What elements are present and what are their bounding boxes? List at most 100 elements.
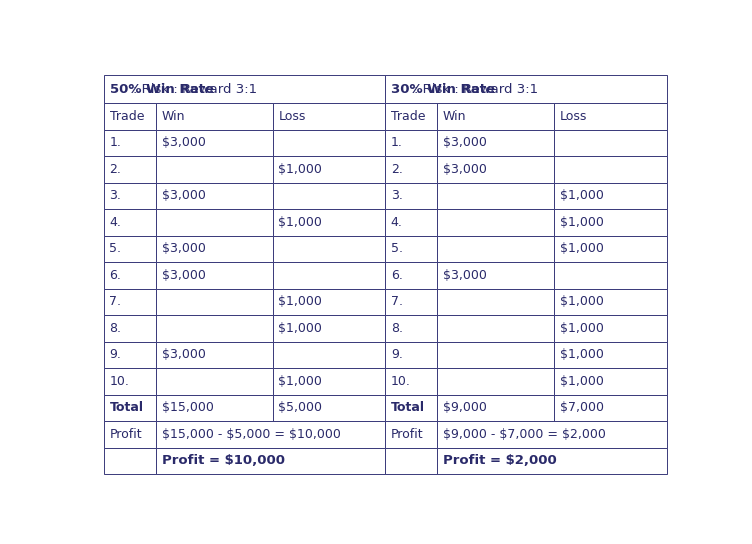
Bar	[438, 103, 554, 129]
Bar	[273, 289, 386, 315]
Text: $9,000 - $7,000 = $2,000: $9,000 - $7,000 = $2,000	[443, 428, 606, 441]
Bar	[104, 394, 156, 421]
Bar	[554, 156, 667, 183]
Text: Profit: Profit	[110, 428, 142, 441]
Bar	[554, 315, 667, 342]
Bar	[273, 394, 386, 421]
Bar	[554, 394, 667, 421]
Text: $7,000: $7,000	[559, 401, 604, 415]
Bar	[104, 448, 156, 474]
Text: 9.: 9.	[110, 348, 121, 361]
Text: $1,000: $1,000	[278, 375, 322, 388]
Bar	[554, 368, 667, 394]
Text: 4.: 4.	[391, 216, 403, 229]
Text: : Risk : Reward 3:1: : Risk : Reward 3:1	[414, 83, 538, 96]
Bar	[438, 448, 667, 474]
Text: 10.: 10.	[110, 375, 129, 388]
Bar	[156, 368, 273, 394]
Bar	[104, 103, 156, 129]
Bar	[273, 315, 386, 342]
Bar	[156, 103, 273, 129]
Text: $3,000: $3,000	[162, 348, 205, 361]
Bar	[386, 421, 438, 448]
Text: $3,000: $3,000	[162, 243, 205, 256]
Bar	[438, 289, 554, 315]
Bar	[104, 368, 156, 394]
Bar	[104, 289, 156, 315]
Bar	[273, 342, 386, 368]
Bar	[273, 209, 386, 236]
Text: 4.: 4.	[110, 216, 121, 229]
Bar	[156, 342, 273, 368]
Bar	[104, 236, 156, 262]
Text: 2.: 2.	[391, 163, 403, 176]
Bar	[386, 368, 438, 394]
Bar	[104, 342, 156, 368]
Text: Profit: Profit	[391, 428, 423, 441]
Bar	[273, 103, 386, 129]
Text: $1,000: $1,000	[559, 243, 604, 256]
Text: $1,000: $1,000	[559, 216, 604, 229]
Bar	[386, 448, 438, 474]
Text: 5.: 5.	[391, 243, 403, 256]
Text: $3,000: $3,000	[162, 189, 205, 202]
Bar	[554, 103, 667, 129]
Bar	[386, 209, 438, 236]
Text: 1.: 1.	[110, 137, 121, 150]
Bar	[156, 262, 273, 289]
Bar	[104, 75, 386, 103]
Bar	[386, 183, 438, 209]
Text: $1,000: $1,000	[278, 216, 322, 229]
Bar	[438, 315, 554, 342]
Bar	[273, 368, 386, 394]
Bar	[386, 315, 438, 342]
Text: $1,000: $1,000	[559, 189, 604, 202]
Bar	[438, 209, 554, 236]
Bar	[156, 394, 273, 421]
Bar	[554, 129, 667, 156]
Bar	[386, 129, 438, 156]
Bar	[156, 236, 273, 262]
Text: : Risk : Reward 3:1: : Risk : Reward 3:1	[132, 83, 256, 96]
Text: Trade: Trade	[110, 110, 144, 123]
Text: 2.: 2.	[110, 163, 121, 176]
Bar	[386, 262, 438, 289]
Text: $15,000: $15,000	[162, 401, 214, 415]
Bar	[386, 103, 438, 129]
Text: Total: Total	[110, 401, 144, 415]
Bar	[438, 156, 554, 183]
Text: $1,000: $1,000	[559, 348, 604, 361]
Bar	[438, 342, 554, 368]
Text: 8.: 8.	[391, 322, 403, 335]
Bar	[554, 342, 667, 368]
Bar	[554, 209, 667, 236]
Bar	[156, 129, 273, 156]
Bar	[156, 156, 273, 183]
Bar	[156, 289, 273, 315]
Text: $3,000: $3,000	[162, 137, 205, 150]
Text: Total: Total	[391, 401, 425, 415]
Text: 6.: 6.	[110, 269, 121, 282]
Bar	[438, 394, 554, 421]
Text: $1,000: $1,000	[278, 295, 322, 308]
Text: 3.: 3.	[391, 189, 403, 202]
Bar	[438, 421, 667, 448]
Bar	[554, 236, 667, 262]
Text: $9,000: $9,000	[443, 401, 487, 415]
Text: $1,000: $1,000	[559, 375, 604, 388]
Text: $1,000: $1,000	[278, 322, 322, 335]
Bar	[104, 183, 156, 209]
Bar	[273, 129, 386, 156]
Bar	[438, 262, 554, 289]
Text: 30% Win Rate: 30% Win Rate	[391, 83, 495, 96]
Text: 1.: 1.	[391, 137, 403, 150]
Text: $1,000: $1,000	[278, 163, 322, 176]
Bar	[386, 75, 667, 103]
Text: 9.: 9.	[391, 348, 403, 361]
Text: Loss: Loss	[559, 110, 587, 123]
Bar	[438, 183, 554, 209]
Text: Win: Win	[443, 110, 466, 123]
Text: 50% Win Rate: 50% Win Rate	[110, 83, 214, 96]
Bar	[438, 129, 554, 156]
Bar	[386, 342, 438, 368]
